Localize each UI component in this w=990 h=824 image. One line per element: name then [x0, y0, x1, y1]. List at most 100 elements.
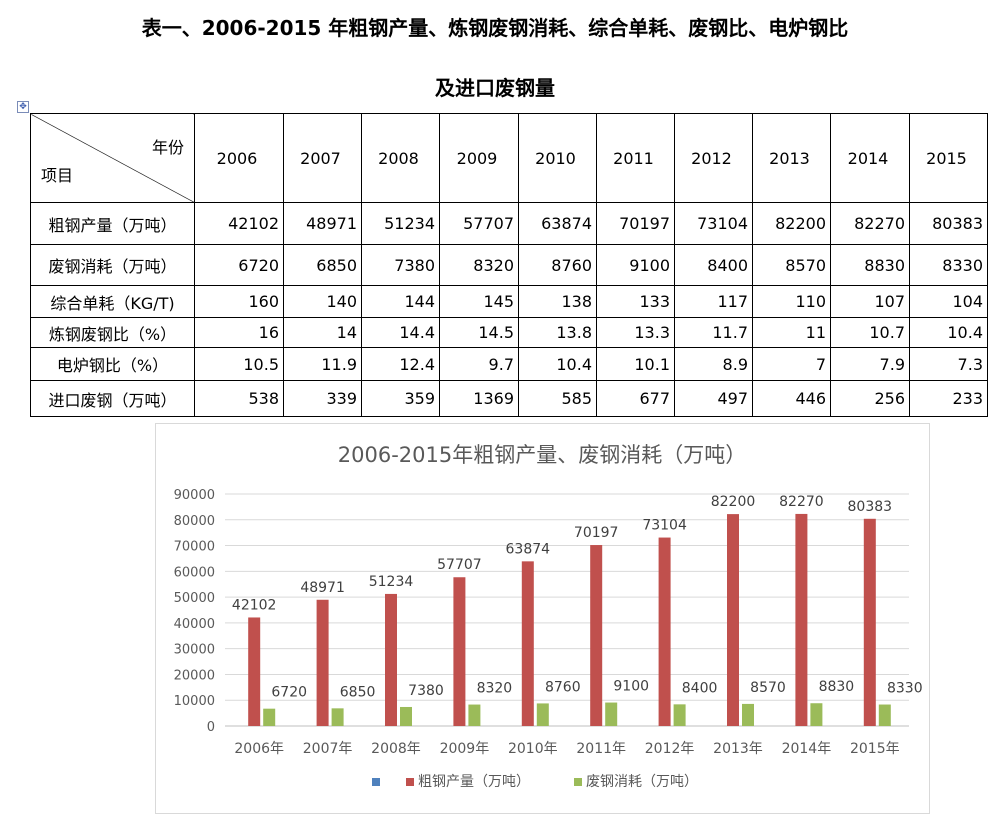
table-cell: 13.8 [518, 317, 597, 348]
x-tick-label: 2010年 [508, 741, 558, 757]
row-label: 进口废钢（万吨） [30, 380, 195, 417]
table-cell: 73104 [674, 202, 753, 245]
table-cell: 70197 [596, 202, 675, 245]
table-cell: 13.3 [596, 317, 675, 348]
crude-steel-bar [453, 577, 466, 726]
year-label: 2015 [926, 148, 967, 168]
year-label: 2011 [613, 148, 654, 168]
table-cell: 80383 [909, 202, 988, 245]
table-cell: 8400 [674, 244, 753, 286]
table-cell: 7380 [361, 244, 440, 286]
table-cell: 359 [361, 380, 440, 417]
table-cell: 8830 [830, 244, 910, 286]
year-label: 2010 [535, 148, 576, 168]
year-header: 2008 [361, 113, 440, 203]
table-cell: 585 [518, 380, 597, 417]
table-cell: 8570 [752, 244, 831, 286]
year-label: 2012 [691, 148, 732, 168]
table-cell: 8330 [909, 244, 988, 286]
data-label: 57707 [437, 557, 482, 573]
y-tick-label: 80000 [174, 514, 215, 529]
table-cell: 8320 [439, 244, 519, 286]
y-tick-label: 30000 [174, 643, 215, 658]
x-tick-label: 2006年 [234, 741, 284, 757]
legend-label: 废钢消耗（万吨） [586, 774, 698, 790]
table-cell: 140 [283, 285, 362, 318]
x-tick-label: 2011年 [576, 741, 626, 757]
table-row: 粗钢产量（万吨） 42102 48971 51234 57707 63874 70197 73… [30, 202, 988, 245]
data-label: 8400 [682, 680, 718, 696]
table-cell: 10.4 [518, 347, 597, 381]
table-cell: 42102 [194, 202, 284, 245]
bar-chart[interactable]: 2006-2015年粗钢产量、废钢消耗（万吨） 0 10000 20000 30000 4… [155, 423, 930, 814]
table-cell: 14.5 [439, 317, 519, 348]
y-tick-label: 10000 [174, 694, 215, 709]
data-label: 70197 [574, 525, 619, 541]
table-cell: 133 [596, 285, 675, 318]
row-label: 废钢消耗（万吨） [30, 244, 195, 286]
crude-steel-bar [658, 537, 671, 726]
year-header: 2012 [674, 113, 753, 203]
scrap-steel-bar [331, 708, 344, 726]
data-label: 9100 [613, 679, 649, 695]
table-cell: 51234 [361, 202, 440, 245]
table-cell: 160 [194, 285, 284, 318]
chart-title: 2006-2015年粗钢产量、废钢消耗（万吨） [338, 443, 746, 467]
y-tick-label: 90000 [174, 488, 215, 503]
x-tick-label: 2013年 [713, 741, 763, 757]
table-cell: 144 [361, 285, 440, 318]
table-cell: 14.4 [361, 317, 440, 348]
scrap-steel-bar [673, 704, 686, 726]
row-label: 炼钢废钢比（%） [30, 317, 195, 348]
y-tick-label: 20000 [174, 668, 215, 683]
table-move-handle-icon[interactable]: ✥ [17, 101, 29, 113]
table-cell: 8.9 [674, 347, 753, 381]
year-label: 2006 [216, 148, 258, 168]
data-label: 8570 [750, 680, 786, 696]
table-cell: 104 [909, 285, 988, 318]
row-label: 综合单耗（KG/T) [30, 285, 195, 318]
year-header: 2015 [909, 113, 988, 203]
legend-empty-marker [372, 778, 380, 786]
table-cell: 48971 [283, 202, 362, 245]
table-cell: 117 [674, 285, 753, 318]
x-tick-label: 2009年 [440, 741, 490, 757]
legend-marker [574, 778, 582, 786]
table-cell: 497 [674, 380, 753, 417]
table-cell: 1369 [439, 380, 519, 417]
table-cell: 6850 [283, 244, 362, 286]
table-cell: 9100 [596, 244, 675, 286]
data-label: 8320 [477, 681, 513, 697]
data-label: 7380 [408, 683, 444, 699]
scrap-steel-bar [400, 706, 412, 726]
year-label: 2013 [769, 148, 810, 168]
y-tick-label: 70000 [174, 540, 215, 555]
document-title-line1: 表一、2006-2015 年粗钢产量、炼钢废钢消耗、综合单耗、废钢比、电炉钢比 [141, 16, 849, 40]
crude-steel-bar [385, 593, 397, 726]
chart-svg: 2006-2015年粗钢产量、废钢消耗（万吨） 0 10000 20000 30000 4… [174, 443, 923, 790]
table-row: 进口废钢（万吨） 538 339 359 1369 585 677 497 446 256 233 [30, 380, 988, 417]
year-label: 2014 [847, 148, 889, 168]
data-label: 8760 [545, 679, 581, 695]
data-label: 51234 [369, 574, 414, 590]
year-label: 2008 [378, 148, 419, 168]
table-cell: 10.1 [596, 347, 675, 381]
table-cell: 10.5 [194, 347, 284, 381]
table-row: 炼钢废钢比（%） 16 14 14.4 14.5 13.8 13.3 11.7 11 10.7 10… [30, 317, 988, 348]
data-label: 42102 [232, 597, 277, 613]
table-cell: 11.7 [674, 317, 753, 348]
data-table: 年份 项目 2006 2007 2008 2009 2010 2011 2012 2013 2014… [30, 113, 988, 417]
corner-item-label: 项目 [41, 166, 74, 185]
scrap-steel-bar [605, 702, 618, 726]
table-cell: 446 [752, 380, 831, 417]
x-tick-label: 2015年 [850, 741, 900, 757]
x-tick-label: 2008年 [371, 741, 421, 757]
table-cell: 7.9 [830, 347, 910, 381]
crude-steel-bar [795, 513, 808, 726]
table-cell: 8760 [518, 244, 597, 286]
table-cell: 677 [596, 380, 675, 417]
crude-steel-bar [316, 599, 329, 726]
data-label: 6720 [271, 685, 307, 701]
data-label: 48971 [300, 580, 345, 596]
table-cell: 11.9 [283, 347, 362, 381]
